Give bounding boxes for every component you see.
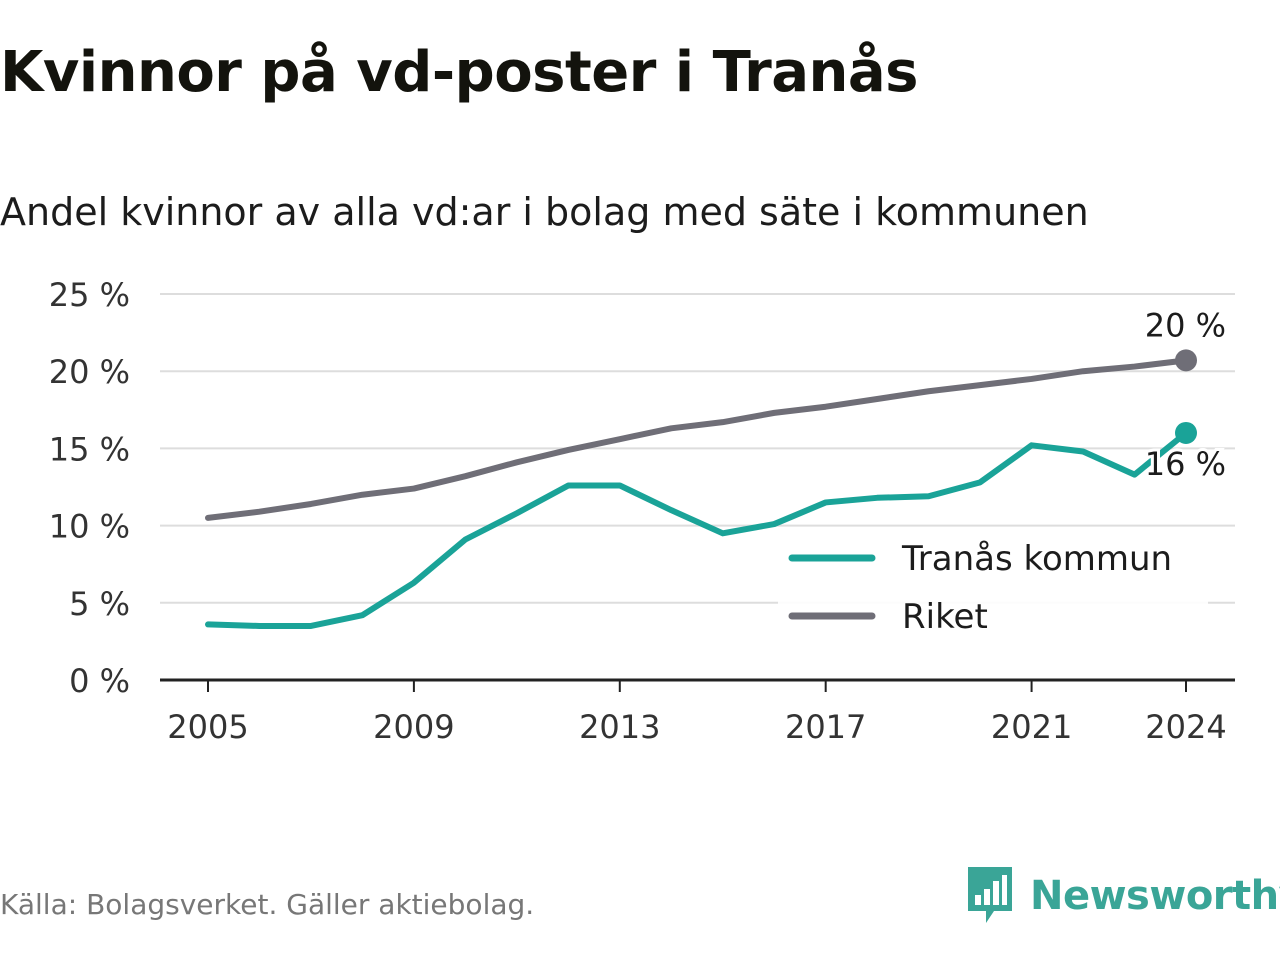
x-tick-label: 2013 <box>579 708 660 746</box>
axes: 0 % 5 % 10 % 15 % 20 % 25 % 2005 2009 2013 2017 20… <box>49 276 1235 746</box>
x-tick-label: 2024 <box>1145 708 1226 746</box>
y-tick-label: 0 % <box>69 662 130 700</box>
series-end-dot-riket <box>1175 349 1197 372</box>
legend-label: Riket <box>902 597 988 637</box>
x-tick-label: 2017 <box>785 708 866 746</box>
line-chart: 0 % 5 % 10 % 15 % 20 % 25 % 2005 2009 2013 2017 20… <box>49 276 1235 746</box>
y-tick-label: 20 % <box>49 353 130 391</box>
newsworthy-logo-icon <box>968 867 1012 923</box>
brand-logo[interactable]: Newsworthy <box>964 864 1280 928</box>
series-end-label: 20 % <box>1145 306 1226 344</box>
series-line-riket <box>205 357 1189 521</box>
chart-subtitle: Andel kvinnor av alla vd:ar i bolag med … <box>0 190 1089 234</box>
source-note: Källa: Bolagsverket. Gäller aktiebolag. <box>0 888 535 921</box>
series-line-tranås-kommun <box>205 429 1189 629</box>
series-end-label: 16 % <box>1145 445 1226 483</box>
x-tick-label: 2005 <box>167 708 248 746</box>
series-end-dot-tranås-kommun <box>1175 421 1197 444</box>
y-tick-label: 25 % <box>49 276 130 314</box>
legend-background <box>778 530 1208 640</box>
brand-name: Newsworthy <box>1030 873 1280 919</box>
y-tick-label: 5 % <box>69 585 130 623</box>
y-tick-label: 10 % <box>49 508 130 546</box>
y-tick-label: 15 % <box>49 430 130 468</box>
page-title: Kvinnor på vd-poster i Tranås <box>0 40 919 105</box>
legend-label: Tranås kommun <box>901 539 1172 579</box>
x-tick-label: 2009 <box>373 708 454 746</box>
series-lines: 16 % 20 % <box>205 303 1229 629</box>
legend: Tranås kommun Riket <box>778 530 1208 640</box>
x-tick-label: 2021 <box>991 708 1072 746</box>
